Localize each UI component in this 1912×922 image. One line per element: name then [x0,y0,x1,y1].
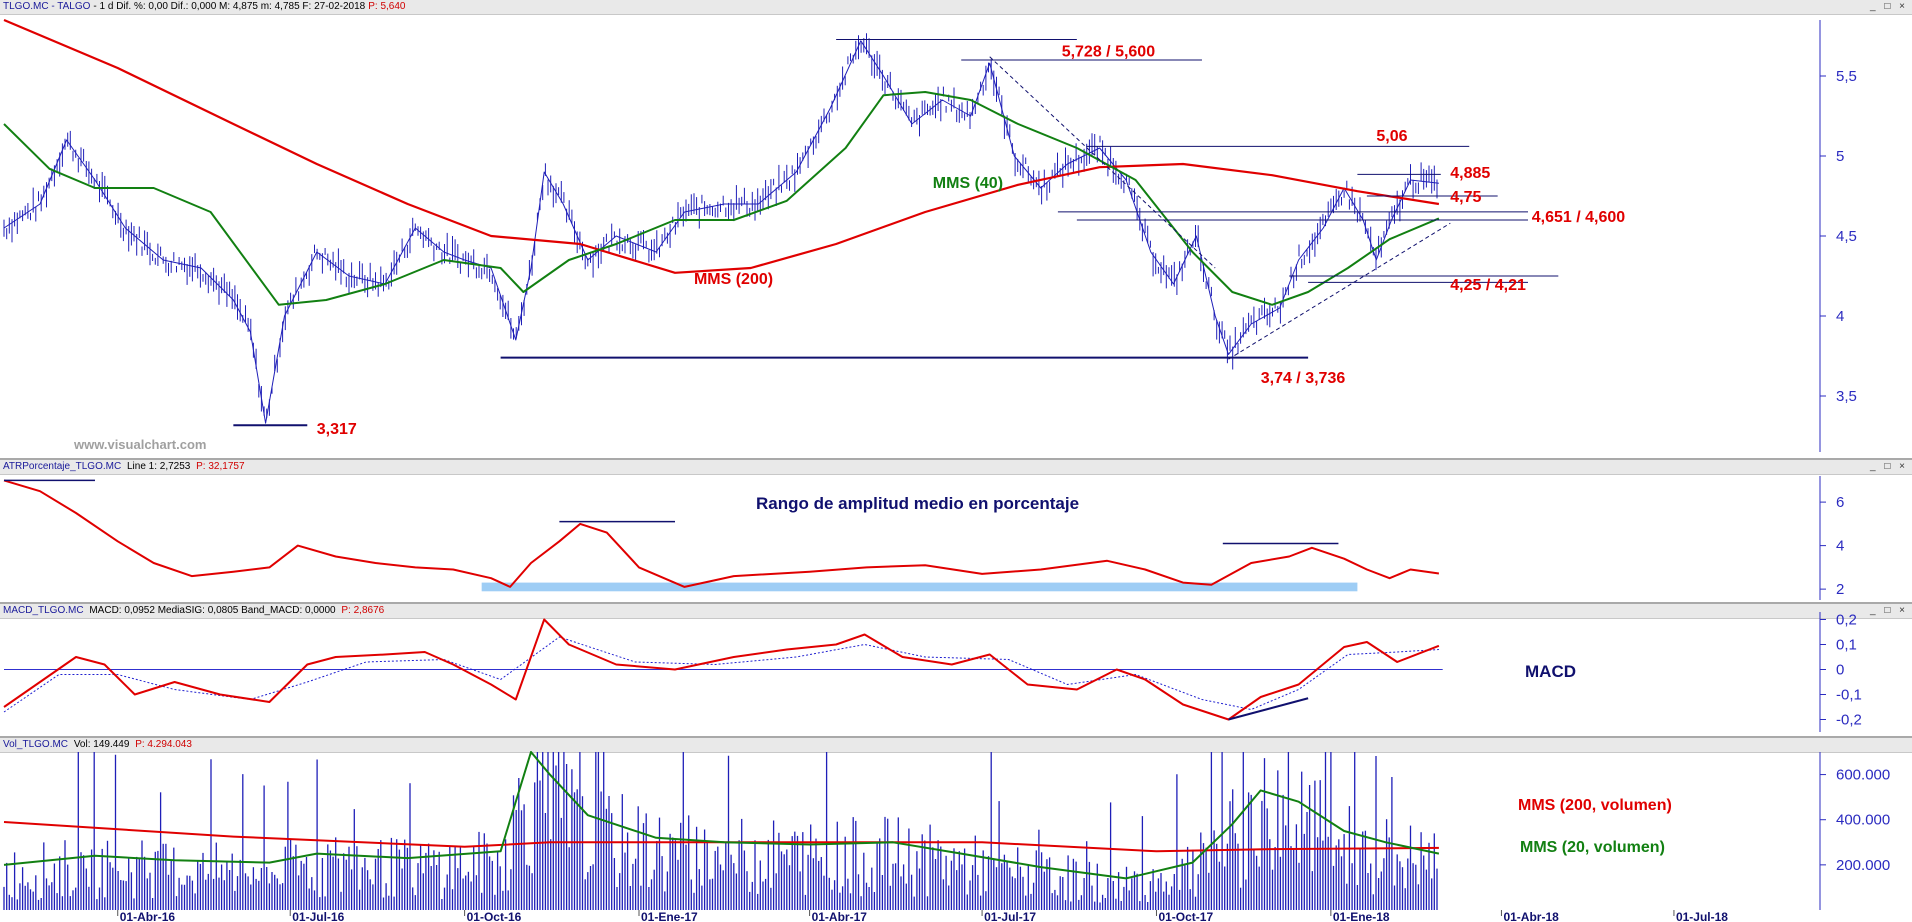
panel-divider[interactable] [0,736,1912,738]
y-tick-label: 5 [1836,148,1844,165]
y-tick-label: 0,2 [1836,612,1857,629]
x-tick-label: 01-Oct-17 [1158,910,1213,922]
macd-header-p: P: 2,8676 [341,605,385,616]
atr-title: Rango de amplitud medio en porcentaje [756,494,1079,513]
macd-line [3,618,1440,721]
volume-ma200-line [3,821,1439,853]
macd-signal-line [3,636,1439,713]
macd-header-info: MACD: 0,0952 MediaSIG: 0,0805 Band_MACD:… [89,605,336,616]
x-tick-label: 01-Jul-16 [292,910,344,922]
price-header-symbol: TLGO.MC - TALGO [3,1,91,12]
price-header-info: - 1 d Dif. %: 0,00 Dif.: 0,000 M: 4,875 … [93,1,366,12]
price-line [3,40,1439,424]
macd-title: MACD [1525,662,1576,681]
annotation-506: 5,06 [1376,128,1407,145]
y-tick-label: 4 [1836,308,1844,325]
panel-divider[interactable] [0,602,1912,604]
macd-divergence-line [1228,697,1309,721]
x-tick-label: 01-Ene-18 [1333,910,1390,922]
annotation-4651-4600: 4,651 / 4,600 [1532,209,1626,226]
atr-header-symbol: ATRPorcentaje_TLGO.MC [3,461,122,472]
macd-panel-header: MACD_TLGO.MC MACD: 0,0952 MediaSIG: 0,08… [0,604,1912,619]
ma40-label: MMS (40) [933,175,1003,192]
x-tick-label: 01-Abr-16 [120,910,176,922]
atr-header-info: Line 1: 2,7253 [126,461,191,472]
annotation-5728-5600: 5,728 / 5,600 [1062,43,1156,60]
price-panel: TLGO.MC - TALGO - 1 d Dif. %: 0,00 Dif.: … [0,0,1912,458]
x-tick-label: 01-Jul-17 [984,910,1036,922]
x-tick-label: 01-Abr-17 [812,910,868,922]
atr-panel-header: ATRPorcentaje_TLGO.MC Line 1: 2,7253 P: … [0,460,1912,475]
y-tick-label: 2 [1836,581,1844,598]
y-tick-label: 400.000 [1836,812,1890,829]
x-tick-label: 01-Abr-18 [1503,910,1559,922]
x-tick-label: 01-Jul-18 [1676,910,1728,922]
price-chart[interactable]: 3,5 4 4,5 5 5,5 5,728 / 5,600 5,06 4,885 4,75 4,6… [0,0,1912,458]
volume-ma20-label: MMS (20, volumen) [1520,839,1665,856]
panel-divider[interactable] [0,458,1912,460]
atr-line [3,479,1440,588]
atr-window-buttons[interactable]: _ □ × [1870,461,1908,472]
watermark: www.visualchart.com [73,437,206,452]
x-tick-label: 01-Ene-17 [641,910,698,922]
ma40-line [3,91,1440,306]
price-panel-header: TLGO.MC - TALGO - 1 d Dif. %: 0,00 Dif.: … [0,0,1912,15]
y-tick-label: 200.000 [1836,857,1890,874]
volume-header-info: Vol: 149.449 [73,739,130,750]
ma200-label: MMS (200) [694,271,773,288]
volume-header-p: P: 4.294.043 [135,739,192,750]
volume-chart[interactable]: 01-Abr-16 01-Jul-16 01-Oct-16 01-Ene-17 01-A… [0,738,1912,922]
y-tick-label: 6 [1836,494,1844,511]
macd-header-symbol: MACD_TLGO.MC [3,605,84,616]
x-tick-label: 01-Oct-16 [467,910,522,922]
volume-header-symbol: Vol_TLGO.MC [3,739,69,750]
atr-panel: ATRPorcentaje_TLGO.MC Line 1: 2,7253 P: … [0,460,1912,602]
y-tick-label: 0 [1836,662,1844,679]
volume-panel: Vol_TLGO.MC Vol: 149.449 P: 4.294.043 01… [0,738,1912,922]
volume-ma20-line [3,751,1440,880]
volume-ma200-label: MMS (200, volumen) [1518,797,1672,814]
atr-support-band [481,582,1358,592]
trendline-down [989,56,1216,269]
annotation-3317: 3,317 [317,421,357,438]
macd-panel: MACD_TLGO.MC MACD: 0,0952 MediaSIG: 0,08… [0,604,1912,736]
y-tick-label: -0,2 [1836,712,1862,729]
annotation-475: 4,75 [1450,189,1481,206]
y-tick-label: 3,5 [1836,388,1857,405]
price-header-p: P: 5,640 [368,1,406,12]
annotation-425-421: 4,25 / 4,21 [1450,277,1526,294]
annotation-4885: 4,885 [1450,165,1490,182]
macd-window-buttons[interactable]: _ □ × [1870,605,1908,616]
price-window-buttons[interactable]: _ □ × [1870,1,1908,12]
y-tick-label: -0,1 [1836,687,1862,704]
macd-chart[interactable]: 0,2 0,1 0 -0,1 -0,2 MACD [0,604,1912,736]
y-tick-label: 5,5 [1836,68,1857,85]
atr-chart[interactable]: 2 4 6 Rango de amplitud medio en porcentaje [0,460,1912,602]
trendline-up [1228,222,1451,360]
atr-header-p: P: 32,1757 [196,461,245,472]
ma200-line [3,18,1440,274]
y-tick-label: 4 [1836,538,1844,555]
y-tick-label: 4,5 [1836,228,1857,245]
y-tick-label: 0,1 [1836,637,1857,654]
volume-panel-header: Vol_TLGO.MC Vol: 149.449 P: 4.294.043 [0,738,1912,753]
annotation-374-3736: 3,74 / 3,736 [1261,370,1346,387]
y-tick-label: 600.000 [1836,767,1890,784]
